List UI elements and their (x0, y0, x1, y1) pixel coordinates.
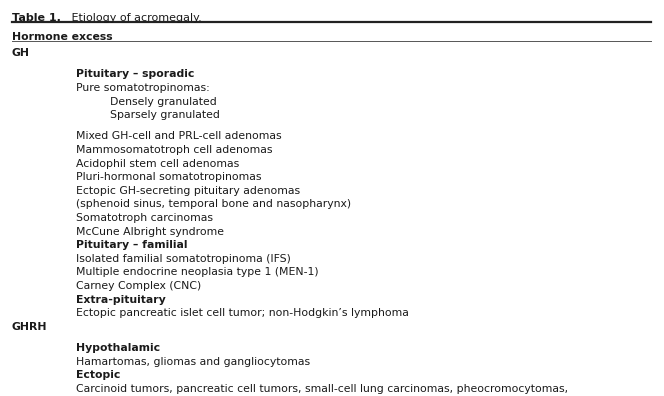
Text: GHRH: GHRH (12, 322, 47, 332)
Text: Multiple endocrine neoplasia type 1 (MEN-1): Multiple endocrine neoplasia type 1 (MEN… (76, 267, 319, 278)
Text: Ectopic: Ectopic (76, 370, 121, 380)
Text: Table 1.: Table 1. (12, 13, 61, 23)
Text: Acidophil stem cell adenomas: Acidophil stem cell adenomas (76, 158, 240, 169)
Text: Carcinoid tumors, pancreatic cell tumors, small-cell lung carcinomas, pheocromoc: Carcinoid tumors, pancreatic cell tumors… (76, 384, 568, 394)
Text: Pituitary – familial: Pituitary – familial (76, 240, 188, 250)
Text: Etiology of acromegaly.: Etiology of acromegaly. (68, 13, 202, 23)
Text: Pituitary – sporadic: Pituitary – sporadic (76, 69, 195, 80)
Text: Pure somatotropinomas:: Pure somatotropinomas: (76, 83, 210, 93)
Text: Mammosomatotroph cell adenomas: Mammosomatotroph cell adenomas (76, 145, 273, 155)
Text: Ectopic pancreatic islet cell tumor; non-Hodgkin’s lymphoma: Ectopic pancreatic islet cell tumor; non… (76, 308, 409, 318)
Text: Sparsely granulated: Sparsely granulated (110, 110, 219, 120)
Text: Densely granulated: Densely granulated (110, 97, 216, 107)
Text: Carney Complex (CNC): Carney Complex (CNC) (76, 281, 202, 291)
Text: Extra-pituitary: Extra-pituitary (76, 295, 166, 305)
Text: Hamartomas, gliomas and gangliocytomas: Hamartomas, gliomas and gangliocytomas (76, 357, 311, 367)
Text: Mixed GH-cell and PRL-cell adenomas: Mixed GH-cell and PRL-cell adenomas (76, 131, 282, 141)
Text: Somatotroph carcinomas: Somatotroph carcinomas (76, 213, 213, 223)
Text: Pluri-hormonal somatotropinomas: Pluri-hormonal somatotropinomas (76, 172, 262, 182)
Text: Hormone excess: Hormone excess (12, 32, 113, 42)
Text: Isolated familial somatotropinoma (IFS): Isolated familial somatotropinoma (IFS) (76, 254, 291, 264)
Text: McCune Albright syndrome: McCune Albright syndrome (76, 227, 224, 237)
Text: Hypothalamic: Hypothalamic (76, 343, 161, 353)
Text: (sphenoid sinus, temporal bone and nasopharynx): (sphenoid sinus, temporal bone and nasop… (76, 200, 351, 209)
Text: Ectopic GH-secreting pituitary adenomas: Ectopic GH-secreting pituitary adenomas (76, 186, 301, 196)
Text: GH: GH (12, 48, 30, 58)
